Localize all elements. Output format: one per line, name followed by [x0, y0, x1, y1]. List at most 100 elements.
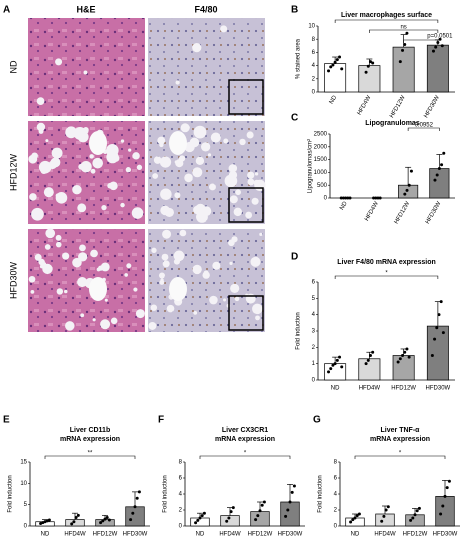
- data-point: [327, 69, 331, 73]
- fat-droplet: [246, 131, 254, 139]
- data-point: [415, 509, 419, 513]
- fat-droplet: [161, 253, 169, 261]
- data-point: [409, 518, 413, 522]
- data-point: [398, 357, 402, 361]
- fat-droplet: [148, 321, 157, 330]
- data-point: [341, 196, 345, 200]
- data-point: [438, 37, 442, 41]
- x-tick-label: HFD30W: [423, 95, 441, 120]
- data-point: [333, 362, 337, 366]
- x-tick-label: HFD12W: [394, 201, 412, 226]
- y-tick-label: 1000: [314, 170, 328, 176]
- fat-droplet: [159, 156, 172, 168]
- fat-droplet: [175, 80, 180, 85]
- data-point: [133, 505, 137, 509]
- data-point: [403, 350, 407, 354]
- fat-droplet: [55, 192, 68, 204]
- significance-bracket: [407, 127, 440, 131]
- significance-label: ns: [400, 25, 406, 31]
- significance-label: 0.0952: [415, 123, 434, 129]
- x-tick-label: HFD12W: [403, 532, 428, 538]
- fat-droplet: [252, 303, 263, 315]
- data-point: [196, 518, 200, 522]
- fat-droplet: [131, 207, 144, 219]
- panel-letter: F: [158, 415, 164, 426]
- bar: [358, 65, 381, 93]
- y-axis-label: Fold induction: [296, 312, 302, 349]
- x-tick-label: HFD12W: [391, 386, 416, 392]
- fat-droplet: [125, 167, 132, 173]
- x-tick-label: ND: [329, 94, 339, 105]
- fat-droplet: [235, 189, 242, 196]
- data-point: [131, 511, 135, 515]
- data-point: [349, 520, 353, 524]
- chart-title: Liver macrophages surface: [341, 12, 432, 19]
- fat-droplet: [209, 295, 218, 305]
- fat-droplet: [210, 132, 221, 143]
- y-tick-label: 8: [334, 460, 338, 466]
- data-point: [380, 519, 384, 523]
- significance-bracket: [199, 455, 291, 459]
- data-point: [292, 484, 296, 488]
- x-tick-label: ND: [339, 200, 349, 211]
- vessel: [169, 277, 187, 301]
- chart-subtitle: mRNA expression: [60, 436, 120, 443]
- fat-droplet: [51, 147, 63, 159]
- fat-droplet: [173, 250, 185, 262]
- fat-droplet: [178, 155, 186, 162]
- panel-letter: B: [291, 5, 298, 16]
- data-point: [288, 500, 292, 504]
- fat-droplet: [90, 249, 98, 258]
- y-tick-label: 500: [317, 183, 328, 189]
- data-point: [338, 355, 342, 359]
- fat-droplet: [231, 236, 238, 243]
- fat-droplet: [107, 182, 113, 189]
- vessel: [89, 277, 107, 301]
- fat-droplet: [55, 58, 63, 66]
- fat-droplet: [81, 127, 89, 135]
- y-tick-label: 8: [179, 460, 183, 466]
- y-axis-label: % stained area: [296, 38, 302, 79]
- fat-droplet: [56, 288, 64, 295]
- y-tick-label: 0: [179, 524, 183, 530]
- fat-droplet: [192, 264, 202, 275]
- data-point: [346, 196, 350, 200]
- data-point: [445, 486, 449, 490]
- fat-droplet: [159, 142, 164, 148]
- data-point: [396, 360, 400, 364]
- x-tick-label: HFD4W: [64, 532, 86, 538]
- data-point: [440, 163, 444, 167]
- fat-droplet: [79, 244, 86, 252]
- y-tick-label: 0: [312, 378, 316, 384]
- fat-droplet: [42, 263, 53, 275]
- fat-droplet: [28, 154, 38, 164]
- chart-title: Liver CX3CR1: [222, 427, 268, 434]
- x-tick-label: HFD4W: [357, 95, 373, 117]
- panel-letter: A: [3, 5, 10, 16]
- fat-droplet: [126, 263, 132, 269]
- fat-droplet: [90, 168, 96, 174]
- fat-droplet: [72, 257, 82, 268]
- data-point: [107, 518, 111, 522]
- fat-droplet: [128, 148, 132, 152]
- column-header: H&E: [76, 4, 95, 14]
- data-point: [413, 513, 417, 517]
- fat-droplet: [247, 178, 255, 186]
- significance-bracket: [354, 455, 446, 459]
- data-point: [105, 515, 109, 519]
- data-point: [447, 479, 451, 483]
- data-point: [407, 355, 411, 359]
- data-point: [443, 494, 447, 498]
- y-tick-label: 6: [179, 476, 183, 482]
- panel-letter: E: [3, 415, 10, 426]
- y-tick-label: 0: [334, 524, 338, 530]
- data-point: [135, 496, 139, 500]
- vessel: [89, 131, 107, 155]
- fat-droplet: [162, 260, 170, 268]
- fat-droplet: [186, 125, 190, 130]
- data-point: [366, 358, 370, 362]
- fat-droplet: [259, 232, 263, 236]
- fat-droplet: [136, 164, 143, 171]
- data-point: [254, 518, 258, 522]
